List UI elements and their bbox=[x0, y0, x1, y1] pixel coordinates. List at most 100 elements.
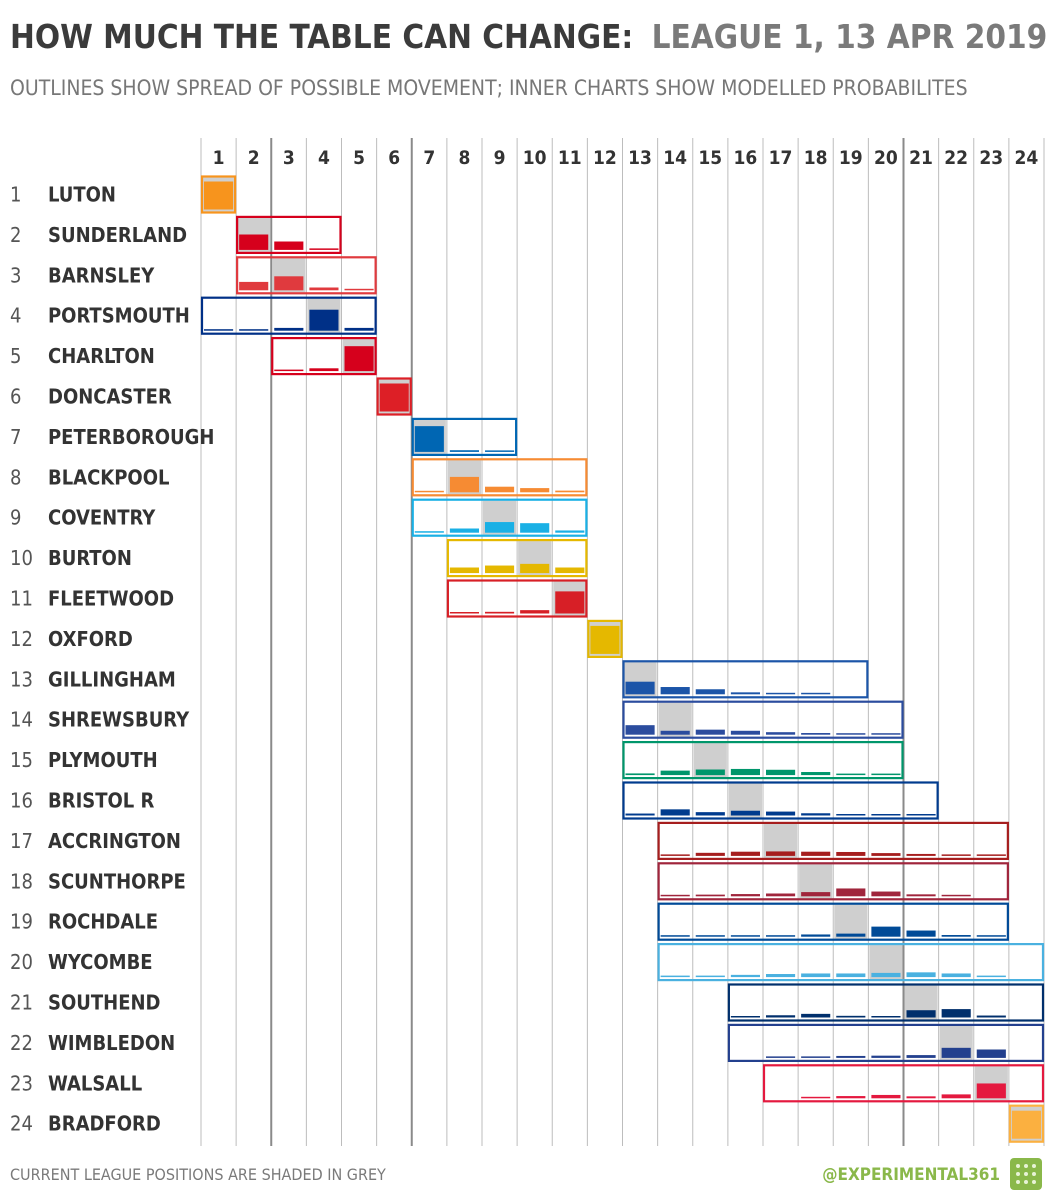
team-name: SCUNTHORPE bbox=[48, 869, 186, 893]
probability-bar bbox=[941, 1047, 971, 1058]
probability-bar bbox=[801, 934, 831, 937]
column-label-16: 16 bbox=[734, 147, 758, 169]
row-rank: 7 bbox=[10, 425, 21, 449]
row-rank: 15 bbox=[10, 748, 33, 772]
probability-bar bbox=[414, 426, 444, 452]
probability-bar bbox=[660, 894, 690, 897]
probability-bar bbox=[871, 972, 901, 978]
column-label-3: 3 bbox=[283, 147, 295, 169]
range-outline bbox=[587, 619, 623, 659]
probability-bar bbox=[801, 1013, 831, 1018]
team-name: ACCRINGTON bbox=[48, 829, 181, 853]
column-label-24: 24 bbox=[1015, 147, 1039, 169]
team-name: WALSALL bbox=[48, 1071, 142, 1095]
column-label-20: 20 bbox=[874, 147, 898, 169]
probability-bar bbox=[836, 973, 866, 978]
probability-bar bbox=[906, 814, 936, 816]
probability-bar bbox=[871, 1055, 901, 1058]
probability-bar bbox=[801, 851, 831, 856]
probability-bar bbox=[625, 773, 655, 776]
probability-bar bbox=[730, 1016, 760, 1018]
range-outline bbox=[411, 458, 588, 497]
probability-bar bbox=[555, 490, 585, 493]
probability-bar bbox=[730, 935, 760, 937]
probability-bar bbox=[555, 591, 585, 614]
range-outline bbox=[200, 296, 377, 335]
probability-bar bbox=[660, 730, 690, 735]
team-name: SUNDERLAND bbox=[48, 223, 187, 247]
probability-bar bbox=[449, 612, 479, 614]
probability-bar bbox=[274, 369, 304, 372]
probability-bar bbox=[274, 327, 304, 331]
probability-bar bbox=[730, 768, 760, 776]
column-label-11: 11 bbox=[558, 147, 582, 169]
probability-bar bbox=[660, 770, 690, 776]
probability-bar bbox=[871, 773, 901, 776]
probability-bar bbox=[730, 730, 760, 735]
range-outlines bbox=[200, 175, 1045, 1143]
probability-bar bbox=[766, 1015, 796, 1018]
probability-bar bbox=[309, 248, 339, 250]
probability-bar bbox=[906, 1096, 936, 1099]
range-outline bbox=[727, 1023, 1045, 1063]
probability-bar bbox=[766, 974, 796, 978]
row-rank: 16 bbox=[10, 789, 33, 813]
footnote: CURRENT LEAGUE POSITIONS ARE SHADED IN G… bbox=[10, 1165, 386, 1184]
probability-bar bbox=[660, 809, 690, 816]
team-name: BRISTOL R bbox=[48, 789, 155, 813]
row-rank: 8 bbox=[10, 465, 21, 489]
probability-bar bbox=[414, 531, 444, 533]
column-label-6: 6 bbox=[388, 147, 400, 169]
probability-bar bbox=[555, 530, 585, 533]
probability-bar bbox=[239, 234, 269, 250]
probability-bar bbox=[449, 528, 479, 533]
team-name: PORTSMOUTH bbox=[48, 304, 190, 328]
column-label-12: 12 bbox=[593, 147, 617, 169]
probability-bar bbox=[801, 772, 831, 776]
probability-bar bbox=[801, 1096, 831, 1099]
row-rank: 12 bbox=[10, 627, 33, 651]
column-label-23: 23 bbox=[979, 147, 1003, 169]
probability-bar bbox=[906, 853, 936, 856]
credit: @EXPERIMENTAL361 bbox=[822, 1165, 1000, 1185]
chart-subtitle: OUTLINES SHOW SPREAD OF POSSIBLE MOVEMEN… bbox=[10, 76, 968, 100]
column-label-15: 15 bbox=[698, 147, 722, 169]
row-rank: 24 bbox=[10, 1112, 33, 1136]
team-name: LUTON bbox=[48, 183, 116, 207]
range-outline bbox=[657, 942, 1045, 982]
row-rank: 13 bbox=[10, 667, 33, 691]
probability-bar bbox=[836, 733, 866, 735]
chart-title-main: HOW MUCH THE TABLE CAN CHANGE: bbox=[10, 17, 633, 56]
probability-bar bbox=[976, 854, 1006, 856]
probability-bar bbox=[695, 729, 725, 735]
probability-bar bbox=[590, 625, 620, 654]
probability-bar bbox=[871, 814, 901, 816]
row-rank: 18 bbox=[10, 869, 33, 893]
probability-bar bbox=[730, 810, 760, 816]
probability-bar bbox=[520, 488, 550, 493]
row-labels: 1 LUTON 2 SUNDERLAND 3 BARNSLEY 4 PORTSMOUTH 5 CH… bbox=[10, 183, 215, 1136]
probability-bar bbox=[309, 368, 339, 372]
range-outline bbox=[657, 902, 1009, 941]
probability-bar bbox=[906, 1055, 936, 1058]
probability-bar bbox=[766, 769, 796, 776]
row-rank: 1 bbox=[10, 183, 21, 207]
column-label-2: 2 bbox=[248, 147, 260, 169]
row-rank: 3 bbox=[10, 263, 21, 287]
probability-bar bbox=[449, 567, 479, 574]
probability-bar bbox=[871, 853, 901, 856]
probability-bar bbox=[976, 935, 1006, 937]
probability-bar bbox=[520, 610, 550, 614]
probability-bar bbox=[309, 309, 339, 331]
team-name: BRADFORD bbox=[48, 1112, 161, 1136]
column-label-10: 10 bbox=[523, 147, 547, 169]
team-name: PLYMOUTH bbox=[48, 748, 158, 772]
row-rank: 22 bbox=[10, 1031, 33, 1055]
probability-bar bbox=[801, 892, 831, 897]
probability-bar bbox=[766, 811, 796, 816]
probability-bar bbox=[730, 851, 760, 856]
probability-bar bbox=[274, 241, 304, 250]
team-name: OXFORD bbox=[48, 627, 133, 651]
probability-bar bbox=[730, 894, 760, 897]
range-outline bbox=[657, 862, 1009, 901]
